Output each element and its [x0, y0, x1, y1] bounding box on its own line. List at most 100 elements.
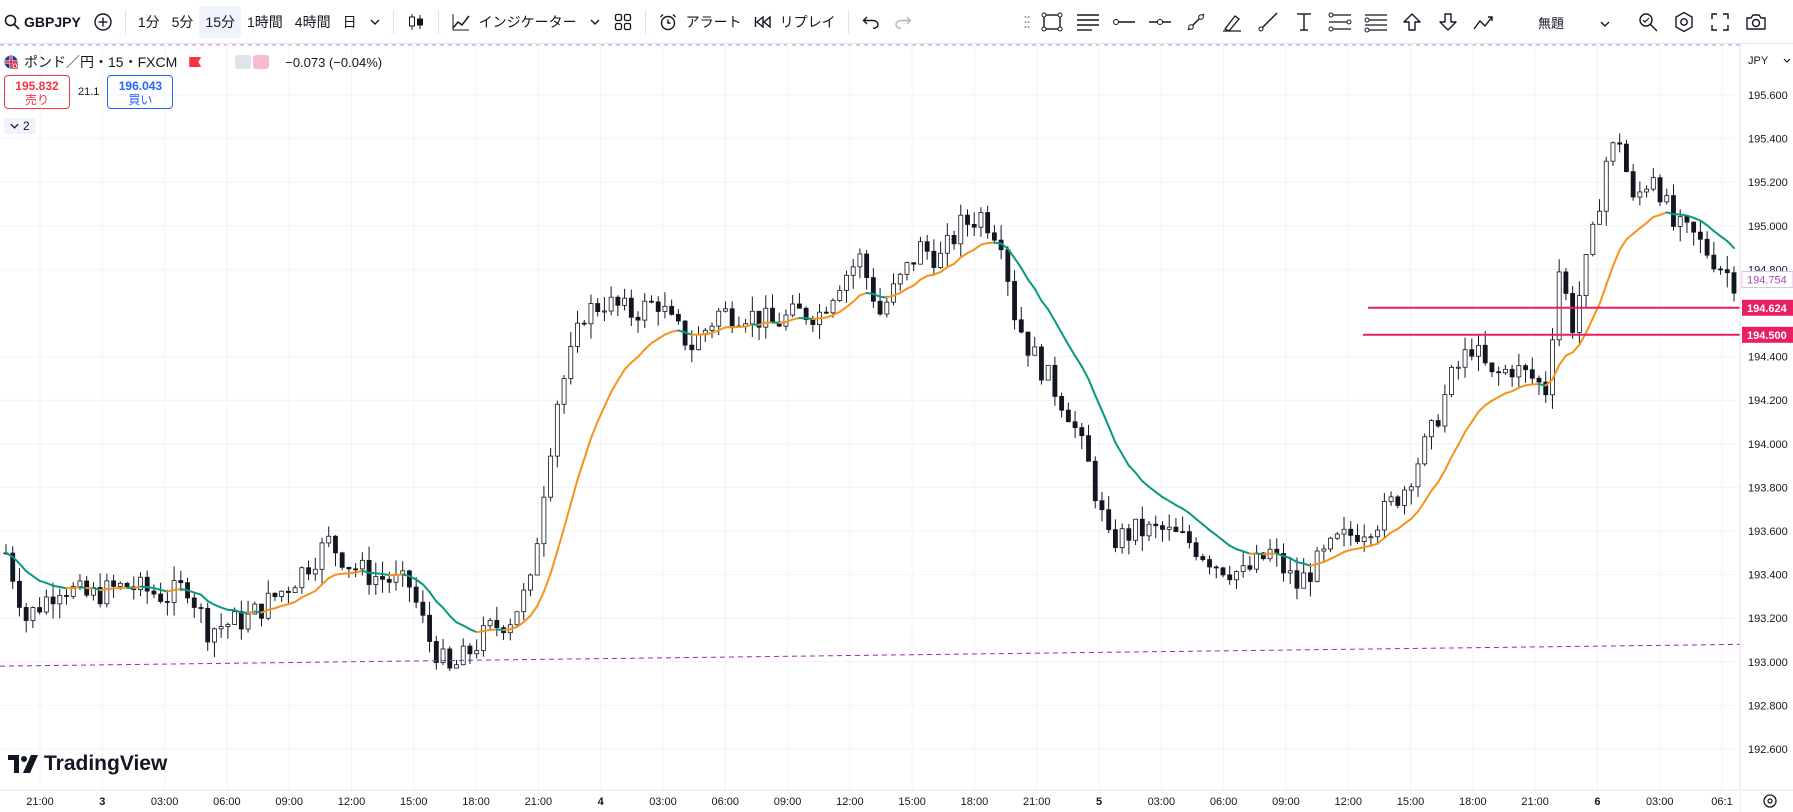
indicators-dropdown[interactable]	[583, 6, 607, 38]
candle-body	[57, 595, 63, 605]
ema-segment	[825, 314, 835, 319]
gear-icon[interactable]	[1763, 794, 1777, 808]
candle-body	[212, 628, 217, 643]
ema-segment	[1706, 224, 1715, 233]
candle-body	[1234, 571, 1239, 581]
interval-1d[interactable]: 日	[342, 13, 357, 30]
indicators-button[interactable]: インジケーター	[445, 6, 583, 38]
candle-body	[50, 596, 56, 605]
ema-segment	[1208, 529, 1218, 537]
ema-segment	[932, 270, 942, 276]
sell-button[interactable]: 195.832 売り	[4, 75, 70, 109]
legend-visibility-toggles[interactable]	[235, 55, 270, 69]
magnifier-tool[interactable]	[1630, 6, 1666, 38]
horizontal-line-tool[interactable]	[1142, 6, 1178, 38]
candle-body	[1630, 171, 1636, 198]
price-axis[interactable]	[1740, 44, 1793, 812]
horizontal-ray-tool[interactable]	[1106, 6, 1142, 38]
minus-icon[interactable]	[235, 55, 252, 69]
ema-segment	[939, 266, 949, 273]
candle-body	[245, 613, 251, 630]
ema-segment	[1006, 247, 1016, 260]
candle-body	[1711, 254, 1717, 270]
template-dropdown[interactable]: 無題	[1532, 13, 1616, 32]
ema-segment	[1450, 443, 1460, 458]
ema-segment	[717, 326, 727, 332]
interval-1m[interactable]: 1分	[137, 13, 160, 30]
interval-1h[interactable]: 1時間	[246, 13, 283, 30]
chevron-down-icon[interactable]	[1783, 58, 1791, 63]
price-tick-label: 194.000	[1748, 439, 1788, 451]
candle-body	[796, 303, 802, 309]
ema-segment	[1632, 227, 1641, 235]
currency-label[interactable]: JPY	[1748, 55, 1769, 67]
path-tool[interactable]	[1466, 6, 1502, 38]
price-chart[interactable]: JPY195.600195.400195.200195.000194.80019…	[0, 44, 1793, 812]
fullscreen-button[interactable]	[1702, 6, 1738, 38]
candle-body	[1133, 518, 1139, 541]
ray-line-tool[interactable]	[1250, 6, 1286, 38]
interval-15m[interactable]: 15分	[199, 5, 241, 38]
interval-5m[interactable]: 5分	[171, 13, 194, 30]
redo-button[interactable]	[887, 6, 919, 38]
ema-segment	[1228, 544, 1238, 551]
time-axis[interactable]	[0, 790, 1740, 812]
ema-segment	[865, 291, 875, 296]
settings-button[interactable]	[1666, 6, 1702, 38]
brush-tool[interactable]	[1214, 6, 1250, 38]
flag-icon[interactable]	[189, 57, 202, 67]
buy-button[interactable]: 196.043 買い	[107, 75, 174, 109]
drag-handle[interactable]	[1020, 6, 1034, 38]
undo-button[interactable]	[855, 6, 887, 38]
ema-segment	[1396, 522, 1406, 530]
indicators-collapse-button[interactable]: 2	[4, 118, 36, 134]
replay-rewind-icon	[754, 15, 771, 28]
ema-segment	[1100, 409, 1110, 428]
trend-line-tool[interactable]	[1178, 6, 1214, 38]
ema-segment	[1538, 383, 1547, 387]
top-toolbar: GBPJPY 1分 5分 15分 1時間 4時間 日 インジケーター	[0, 0, 1793, 44]
interval-4h[interactable]: 4時間	[294, 13, 331, 30]
chart-type-button[interactable]	[400, 6, 432, 38]
alert-button[interactable]: アラート	[652, 6, 748, 38]
fib-retracement-tool[interactable]	[1322, 6, 1358, 38]
ema-segment	[758, 321, 767, 326]
magnifier-icon	[1639, 13, 1658, 32]
fib-extension-tool[interactable]	[1358, 6, 1394, 38]
snapshot-button[interactable]	[1738, 6, 1774, 38]
compare-symbol-button[interactable]	[87, 6, 119, 38]
trend-line[interactable]	[0, 643, 1741, 667]
candle-body	[1213, 566, 1219, 569]
price-tick-label: 193.600	[1748, 526, 1788, 538]
time-tick-label: 21:00	[26, 796, 54, 808]
candle-body	[1502, 368, 1508, 374]
arrow-up-tool[interactable]	[1394, 6, 1430, 38]
legend-symbol-title[interactable]: ポンド／円・15・FXCM	[24, 54, 178, 70]
symbol-search-button[interactable]: GBPJPY	[0, 6, 87, 38]
time-tick-label: 06:00	[213, 796, 241, 808]
layout-button[interactable]	[607, 6, 639, 38]
rectangle-tool[interactable]	[1034, 6, 1070, 38]
redo-icon	[894, 16, 912, 29]
wave-icon[interactable]	[253, 55, 270, 69]
ema-segment	[1517, 384, 1527, 389]
ema-segment	[1289, 557, 1298, 564]
candle-body	[1186, 531, 1192, 544]
arrow-down-tool[interactable]	[1430, 6, 1466, 38]
candle-body	[104, 580, 110, 605]
ema-segment	[45, 581, 55, 587]
price-tick-label: 195.400	[1748, 134, 1788, 146]
candle-body	[1254, 552, 1260, 570]
replay-button[interactable]: リプレイ	[748, 6, 842, 38]
text-tool[interactable]	[1286, 6, 1322, 38]
interval-dropdown[interactable]	[363, 6, 387, 38]
candle-body	[1039, 346, 1044, 381]
ema-segment	[1027, 278, 1036, 290]
candle-body	[938, 252, 944, 268]
candle-body	[1281, 553, 1286, 574]
tradingview-logo[interactable]: TradingView	[8, 752, 167, 776]
ema-segment	[327, 573, 337, 580]
candle-body	[803, 307, 809, 321]
parallel-lines-tool[interactable]	[1070, 6, 1106, 38]
candle-body	[37, 607, 43, 613]
